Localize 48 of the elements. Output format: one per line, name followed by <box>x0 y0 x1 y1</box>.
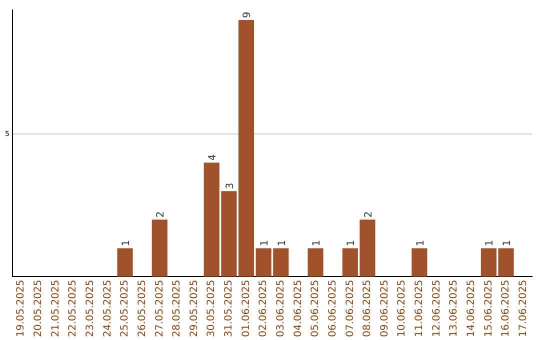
x-tick-label: 31.05.2025 <box>224 280 235 338</box>
x-tick-label: 25.05.2025 <box>120 280 131 338</box>
x-tick-label: 02.06.2025 <box>258 280 270 338</box>
x-tick-label: 10.06.2025 <box>396 280 408 338</box>
x-tick-label: 29.05.2025 <box>188 280 200 338</box>
data-label: 1 <box>121 240 132 246</box>
x-tick-label: 16.06.2025 <box>500 280 512 338</box>
x-tick-label: 27.05.2025 <box>154 280 166 338</box>
x-tick-label: 30.05.2025 <box>206 280 218 338</box>
data-label: 2 <box>363 211 374 218</box>
x-tick-label: 14.06.2025 <box>466 280 477 338</box>
x-tick-label: 05.06.2025 <box>310 280 322 338</box>
bar <box>117 248 133 277</box>
bar <box>308 248 324 277</box>
x-tick-label: 12.06.2025 <box>431 280 442 338</box>
x-tick-label: 03.06.2025 <box>275 280 286 338</box>
x-tick-label: 19.05.2025 <box>16 280 27 338</box>
x-tick-label: 09.06.2025 <box>379 280 390 338</box>
x-tick-label: 22.05.2025 <box>68 280 79 338</box>
x-tick-label: 11.06.2025 <box>414 280 426 338</box>
bar <box>152 220 168 277</box>
x-tick-label: 23.05.2025 <box>84 280 96 338</box>
data-label: 4 <box>208 154 219 161</box>
x-tick-label: 21.05.2025 <box>50 280 62 338</box>
data-label: 1 <box>502 240 514 246</box>
bar <box>238 20 254 277</box>
x-tick-label: 04.06.2025 <box>292 280 304 338</box>
data-label: 1 <box>276 240 288 246</box>
data-label: 1 <box>312 240 323 246</box>
data-label: 1 <box>415 240 426 246</box>
data-label: 1 <box>346 240 358 246</box>
data-label: 9 <box>242 12 254 18</box>
x-tick-label: 01.06.2025 <box>240 280 252 338</box>
x-tick-label: 13.06.2025 <box>448 280 460 338</box>
x-tick-label: 06.06.2025 <box>327 280 338 338</box>
x-tick-label: 24.05.2025 <box>102 280 114 338</box>
data-label: 3 <box>224 182 236 190</box>
bar <box>412 248 428 277</box>
x-tick-label: 20.05.2025 <box>33 280 44 338</box>
x-tick-label: 28.05.2025 <box>172 280 183 338</box>
x-tick-label: 08.06.2025 <box>362 280 374 338</box>
x-tick-label: 07.06.2025 <box>344 280 356 338</box>
x-tick-label: 15.06.2025 <box>483 280 494 338</box>
x-tick-label: 17.06.2025 <box>518 280 529 338</box>
data-label: 1 <box>260 240 271 246</box>
data-label: 2 <box>156 211 167 218</box>
x-tick-label: 26.05.2025 <box>136 280 148 338</box>
data-label: 1 <box>484 240 496 246</box>
